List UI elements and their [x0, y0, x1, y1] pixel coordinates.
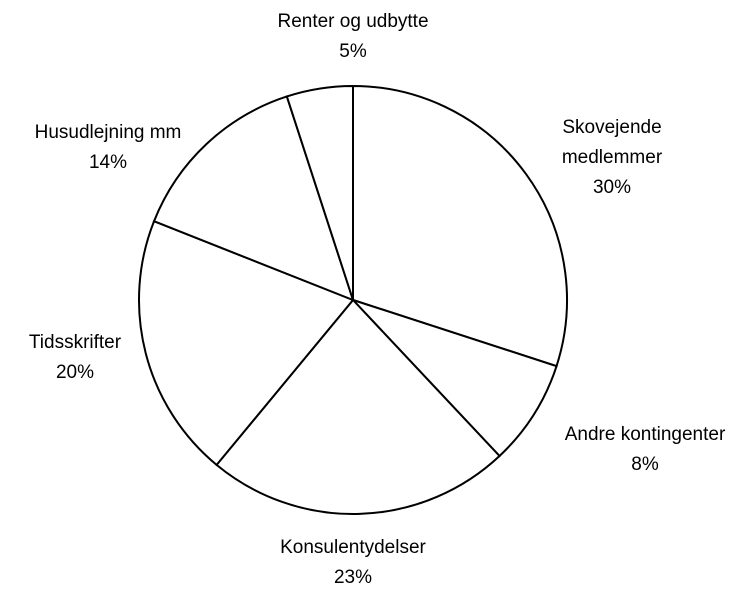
value-label: 8% [631, 454, 659, 475]
category-label: Skovejende medlemmer [561, 117, 663, 168]
value-label: 30% [592, 177, 632, 198]
category-label: Konsulentydelser [280, 537, 426, 558]
value-label: 23% [333, 567, 373, 588]
pie-slice [352, 84, 568, 368]
pie-slice [138, 219, 355, 467]
slice-label: Konsulentydelser 23% [223, 533, 483, 593]
pie-slice [285, 84, 354, 301]
slice-label: Husudlejning mm 14% [0, 118, 218, 178]
category-label: Andre kontingenter [564, 424, 726, 445]
category-label: Husudlejning mm [34, 122, 182, 143]
value-label: 14% [88, 152, 128, 173]
category-label: Tidsskrifter [28, 332, 122, 353]
slice-label: Andre kontingenter 8% [525, 420, 753, 480]
value-label: 20% [55, 362, 95, 383]
slice-label: Tidsskrifter 20% [0, 328, 155, 388]
slice-label: Renter og udbytte 5% [233, 7, 473, 67]
category-label: Renter og udbytte [277, 11, 429, 32]
slice-label: Skovejende medlemmer 30% [542, 113, 682, 203]
pie-slice [352, 299, 558, 458]
value-label: 5% [339, 41, 367, 62]
pie-slice [215, 298, 501, 515]
